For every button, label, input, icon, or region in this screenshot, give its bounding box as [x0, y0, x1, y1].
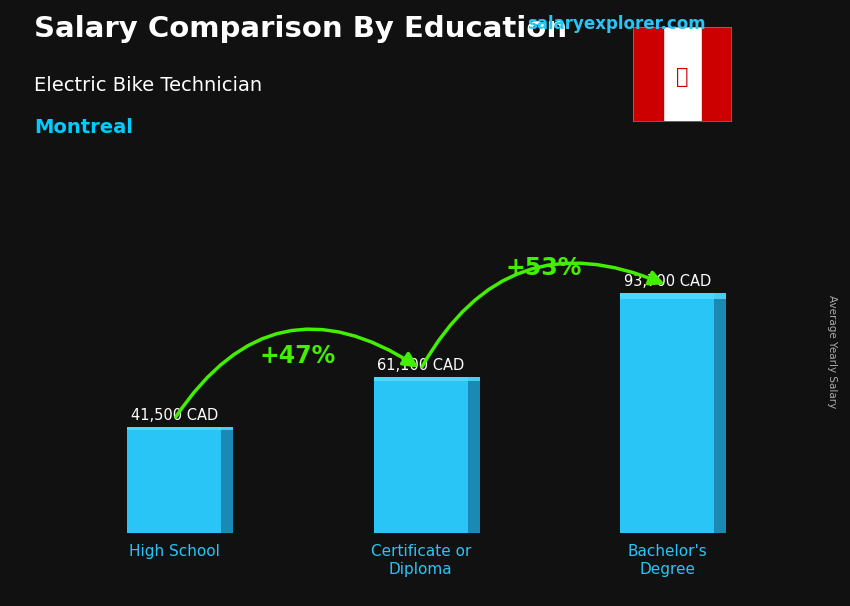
Text: Average Yearly Salary: Average Yearly Salary — [827, 295, 837, 408]
Text: salaryexplorer.com: salaryexplorer.com — [527, 15, 706, 33]
Text: 93,700 CAD: 93,700 CAD — [624, 274, 711, 289]
Bar — [221, 427, 234, 533]
Text: +53%: +53% — [506, 256, 582, 280]
Bar — [620, 293, 727, 299]
Bar — [620, 293, 714, 533]
Text: Montreal: Montreal — [34, 118, 133, 137]
Bar — [374, 376, 480, 381]
Bar — [374, 376, 468, 533]
Text: 61,100 CAD: 61,100 CAD — [377, 358, 464, 373]
Text: 🍁: 🍁 — [676, 67, 688, 87]
Text: Salary Comparison By Education: Salary Comparison By Education — [34, 15, 567, 43]
Bar — [128, 427, 234, 430]
Bar — [468, 376, 480, 533]
Text: 41,500 CAD: 41,500 CAD — [131, 408, 218, 423]
Text: +47%: +47% — [259, 344, 336, 368]
Bar — [701, 27, 731, 121]
Bar — [714, 293, 727, 533]
Bar — [633, 27, 663, 121]
Text: Electric Bike Technician: Electric Bike Technician — [34, 76, 262, 95]
Bar — [128, 427, 221, 533]
